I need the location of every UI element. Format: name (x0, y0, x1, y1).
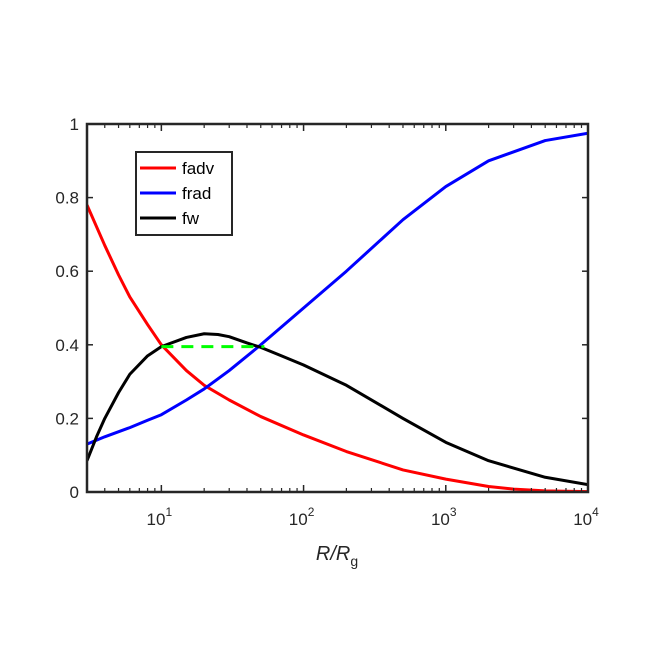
x-tick-label: 102 (289, 505, 315, 529)
axes: 0 0.2 0.4 0.6 0.8 1 101 102 103 104 (55, 115, 599, 529)
x-tick: 101 (147, 124, 173, 529)
y-tick-label: 0.2 (55, 409, 79, 428)
series-line-fw (87, 332, 588, 487)
y-tick: 0.2 (55, 409, 588, 428)
legend-label: frad (182, 184, 211, 203)
x-tick: 103 (431, 124, 457, 529)
x-tick: 104 (573, 124, 599, 529)
y-tick: 1 (70, 115, 588, 134)
legend-entry-frad: frad (140, 184, 211, 203)
y-tick: 0.6 (55, 262, 588, 281)
series-line-frad (87, 131, 588, 446)
y-tick-label: 0.4 (55, 336, 79, 355)
y-tick: 0.8 (55, 189, 588, 208)
legend-label: fw (182, 209, 200, 228)
legend-entry-fadv: fadv (140, 159, 215, 178)
y-tick-label: 1 (70, 115, 79, 134)
y-tick-label: 0.8 (55, 189, 79, 208)
x-tick-label: 103 (431, 505, 457, 529)
legend: fadv frad fw (135, 151, 233, 236)
x-tick: 102 (289, 124, 315, 529)
y-tick-label: 0 (70, 483, 79, 502)
x-axis-label: R/Rg (316, 543, 358, 569)
y-tick: 0 (70, 483, 588, 502)
x-tick-label: 104 (573, 505, 599, 529)
axes-frame (85, 122, 590, 494)
y-tick-label: 0.6 (55, 262, 79, 281)
y-tick: 0.4 (55, 336, 588, 355)
series-line-fadv (87, 204, 588, 492)
x-tick-label: 101 (147, 505, 173, 529)
plot-area (87, 131, 588, 492)
legend-label: fadv (182, 159, 215, 178)
legend-entry-fw: fw (140, 209, 200, 228)
